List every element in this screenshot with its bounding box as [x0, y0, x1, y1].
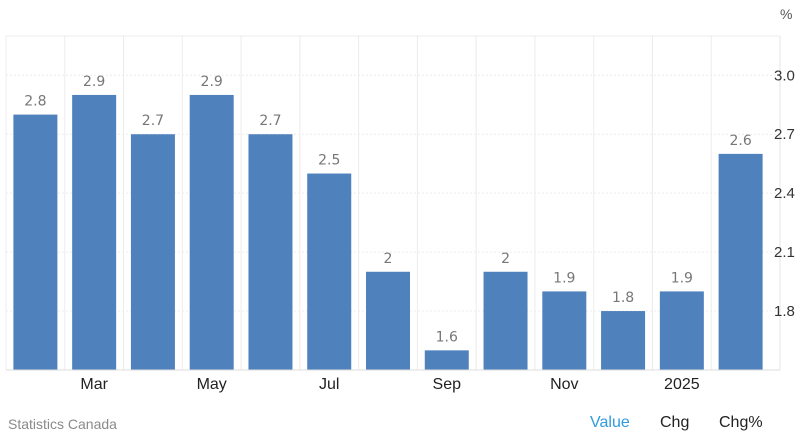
- bar: [130, 134, 175, 370]
- y-tick-label: 2.1: [774, 244, 795, 261]
- tab-value[interactable]: Value: [590, 414, 630, 431]
- data-label: 1.9: [671, 270, 693, 286]
- tab-chg-percent[interactable]: Chg%: [719, 414, 763, 431]
- data-label: 1.6: [436, 329, 458, 345]
- data-label: 1.9: [553, 270, 575, 286]
- bar: [483, 271, 528, 370]
- data-label: 2.8: [24, 94, 46, 110]
- x-tick-label: May: [197, 376, 227, 393]
- bar: [366, 271, 410, 370]
- x-tick-label: Sep: [433, 376, 462, 393]
- data-label: 2.9: [201, 74, 223, 90]
- bar: [72, 94, 117, 371]
- bar: [659, 291, 704, 370]
- x-tick-label: 2025: [664, 376, 700, 393]
- y-tick-label: 2.4: [774, 185, 795, 202]
- y-tick-label: 1.8: [774, 303, 795, 320]
- bar-chart: 1.8 2.1 2.4 2.7 3.0% 2.8 2.9 2.7 2.9 2.7 2.5 2 1.6 2 1…: [5, 6, 795, 393]
- bar: [718, 153, 763, 370]
- source-label: Statistics Canada: [8, 416, 117, 432]
- bar: [601, 311, 646, 370]
- bar: [307, 173, 352, 370]
- data-label: 2.7: [142, 113, 164, 129]
- data-label: 2.6: [729, 133, 751, 149]
- data-label: 2.9: [83, 74, 105, 90]
- bar: [542, 291, 587, 370]
- data-label: 2.5: [318, 153, 340, 169]
- bar: [248, 134, 293, 370]
- data-label: 2: [384, 251, 393, 267]
- x-tick-label: Mar: [80, 376, 108, 393]
- bar: [424, 350, 469, 370]
- x-tick-label: Jul: [319, 376, 339, 393]
- view-tabs: Value Chg Chg%: [560, 414, 800, 434]
- data-label: 1.8: [612, 290, 634, 306]
- bar: [13, 114, 58, 371]
- data-label: 2: [501, 251, 510, 267]
- y-unit-label: %: [780, 6, 792, 22]
- data-label: 2.7: [259, 113, 281, 129]
- tab-chg[interactable]: Chg: [660, 414, 690, 431]
- y-tick-label: 3.0: [774, 67, 795, 84]
- bar: [189, 94, 234, 371]
- y-tick-label: 2.7: [774, 126, 795, 143]
- x-tick-label: Nov: [550, 376, 578, 393]
